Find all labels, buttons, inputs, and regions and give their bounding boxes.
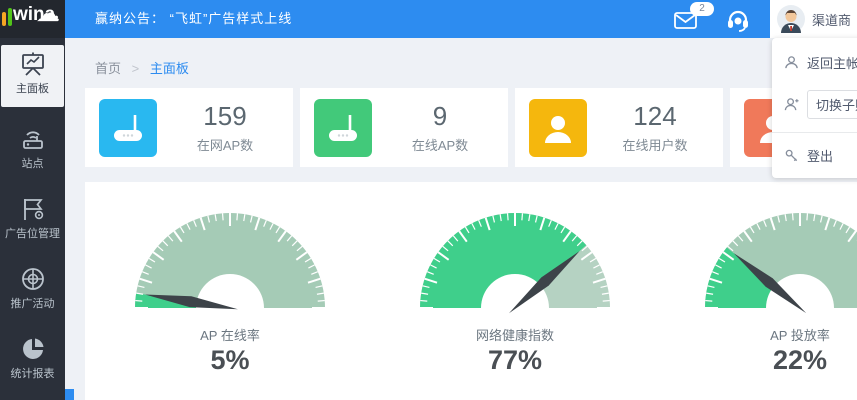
announcement-text: 赢纳公告： “飞虹”广告样式上线 — [95, 11, 293, 26]
sidebar-item-label: 广告位管理 — [5, 228, 60, 240]
gauge-chart — [420, 213, 610, 342]
stat-card-online-network-aps: 159 在网AP数 — [85, 88, 293, 167]
sidebar-item-label: 推广活动 — [10, 298, 55, 310]
breadcrumb: 首页 > 主面板 — [95, 58, 189, 77]
gauge-value: 22% — [772, 345, 828, 375]
menu-item-switch-sub-account[interactable]: 切换子账号 — [772, 81, 857, 128]
cloud-icon: ☁ — [36, 0, 60, 27]
gauge-ap-delivery-rate: AP 投放率 22% — [685, 201, 857, 376]
sidebar-item-label: 站点 — [21, 158, 44, 170]
mail-badge: 2 — [690, 2, 714, 16]
menu-item-label: 返回主帐号 — [807, 56, 857, 71]
gauges-panel: AP 在线率 5% 网络健康指数 77% AP 投放率 22% — [85, 182, 857, 400]
switch-user-icon — [784, 98, 799, 111]
sidebar-item-ad-slots[interactable]: 广告位管理 — [0, 190, 65, 252]
sidebar-item-label: 主面板 — [16, 83, 49, 95]
gauge-title: AP 投放率 — [770, 328, 830, 343]
support-button[interactable] — [725, 7, 751, 33]
sidebar-item-reports[interactable]: 统计报表 — [0, 330, 65, 392]
router-icon — [314, 98, 372, 157]
stat-label: 在线AP数 — [411, 138, 469, 154]
user-icon — [785, 56, 798, 69]
breadcrumb-home[interactable]: 首页 — [95, 61, 122, 76]
ad-slot-flag-icon — [23, 199, 43, 220]
dashboard-icon — [21, 52, 44, 76]
gauge-value: 5% — [210, 345, 250, 375]
stat-card-online-users: 124 在线用户数 — [515, 88, 723, 167]
stat-label: 在网AP数 — [196, 138, 254, 154]
headset-icon — [728, 10, 748, 32]
avatar — [777, 5, 805, 33]
stat-value: 159 — [203, 100, 247, 131]
mail-button[interactable] — [673, 7, 699, 33]
gauge-chart — [705, 213, 857, 342]
top-navbar: 赢纳公告： “飞虹”广告样式上线 2 渠道商 — [65, 0, 857, 38]
menu-item-label: 切换子账号 — [807, 90, 857, 119]
breadcrumb-separator: > — [131, 61, 140, 76]
gauge-value: 77% — [487, 345, 543, 375]
user-icon — [529, 98, 587, 157]
router-icon — [99, 98, 157, 157]
sidebar-edge-chip — [63, 389, 74, 400]
user-dropdown-menu: 返回主帐号 切换子账号 登出 — [772, 38, 857, 178]
sidebar-item-sites[interactable]: 站点 — [0, 120, 65, 182]
sidebar-item-dashboard[interactable]: 主面板 — [1, 45, 64, 107]
gauge-title: AP 在线率 — [200, 328, 260, 343]
sidebar-item-label: 统计报表 — [10, 368, 55, 380]
stat-value: 124 — [633, 100, 677, 131]
gauge-chart — [135, 213, 325, 342]
logo-text: wina — [13, 4, 56, 25]
stat-card-online-aps: 9 在线AP数 — [300, 88, 508, 167]
sidebar-item-campaigns[interactable]: 推广活动 — [0, 260, 65, 322]
key-icon — [785, 149, 798, 162]
logo-bars — [0, 8, 12, 26]
menu-item-logout[interactable]: 登出 — [772, 137, 857, 174]
user-menu-button[interactable]: 渠道商 — [770, 0, 857, 38]
site-router-icon — [22, 131, 43, 149]
menu-divider — [772, 132, 857, 133]
gauge-ap-online-rate: AP 在线率 5% — [115, 201, 345, 376]
stat-value: 9 — [432, 100, 448, 131]
menu-item-label: 登出 — [807, 149, 834, 164]
stat-label: 在线用户数 — [622, 138, 688, 154]
gauge-network-health: 网络健康指数 77% — [400, 201, 630, 376]
menu-item-return-main-account[interactable]: 返回主帐号 — [772, 44, 857, 81]
breadcrumb-current[interactable]: 主面板 — [149, 61, 189, 76]
username-label: 渠道商 — [812, 12, 852, 28]
report-pie-icon — [22, 338, 43, 359]
mail-icon — [674, 12, 697, 29]
campaign-target-icon — [21, 268, 44, 290]
sidebar-nav: 主面板 站点 广告位管理 推广活动 — [0, 38, 65, 400]
logo[interactable]: wina ☁ — [0, 0, 65, 38]
gauge-title: 网络健康指数 — [475, 328, 554, 343]
